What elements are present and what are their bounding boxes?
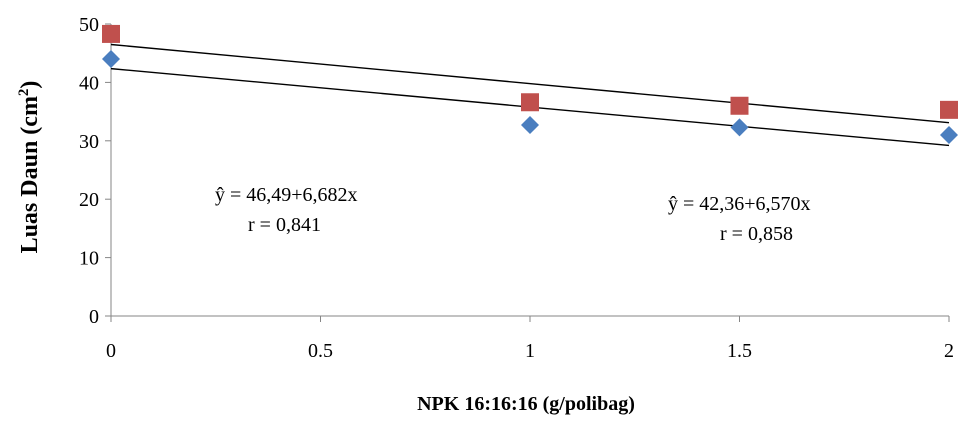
data-point-diamond (102, 50, 120, 69)
x-tick-label: 2 (944, 340, 954, 362)
y-axis-title: Luas Daun (cm2) (16, 81, 43, 254)
trendline-2 (110, 43, 950, 124)
x-tick-label: 1 (525, 340, 535, 362)
data-point-square (940, 100, 958, 119)
y-tick-label: 10 (79, 248, 99, 270)
data-points (102, 24, 958, 144)
r-value-label-1: r = 0,841 (248, 214, 321, 236)
data-point-square (730, 96, 749, 115)
x-tick-label: 1.5 (727, 340, 752, 362)
data-point-square (102, 24, 120, 43)
y-tick-label: 30 (79, 131, 99, 153)
data-point-square (521, 93, 539, 112)
data-point-diamond (940, 125, 958, 144)
r-value-label-2: r = 0,858 (720, 223, 793, 245)
equation-label-2: ŷ = 42,36+6,570x (668, 193, 811, 215)
axes (105, 23, 950, 322)
y-tick-label: 40 (79, 72, 99, 94)
equation-label-1: ŷ = 46,49+6,682x (215, 184, 358, 206)
x-tick-label: 0 (106, 340, 116, 362)
x-tick-label: 0.5 (308, 340, 333, 362)
y-tick-label: 0 (89, 306, 99, 328)
x-axis-title: NPK 16:16:16 (g/polibag) (417, 393, 635, 415)
y-tick-label: 20 (79, 189, 99, 211)
y-tick-label: 50 (79, 14, 99, 36)
data-point-diamond (730, 118, 749, 137)
tick-labels: 0 10 20 30 40 50 0 0.5 1 1.5 2 (79, 14, 954, 362)
data-point-diamond (521, 116, 539, 135)
